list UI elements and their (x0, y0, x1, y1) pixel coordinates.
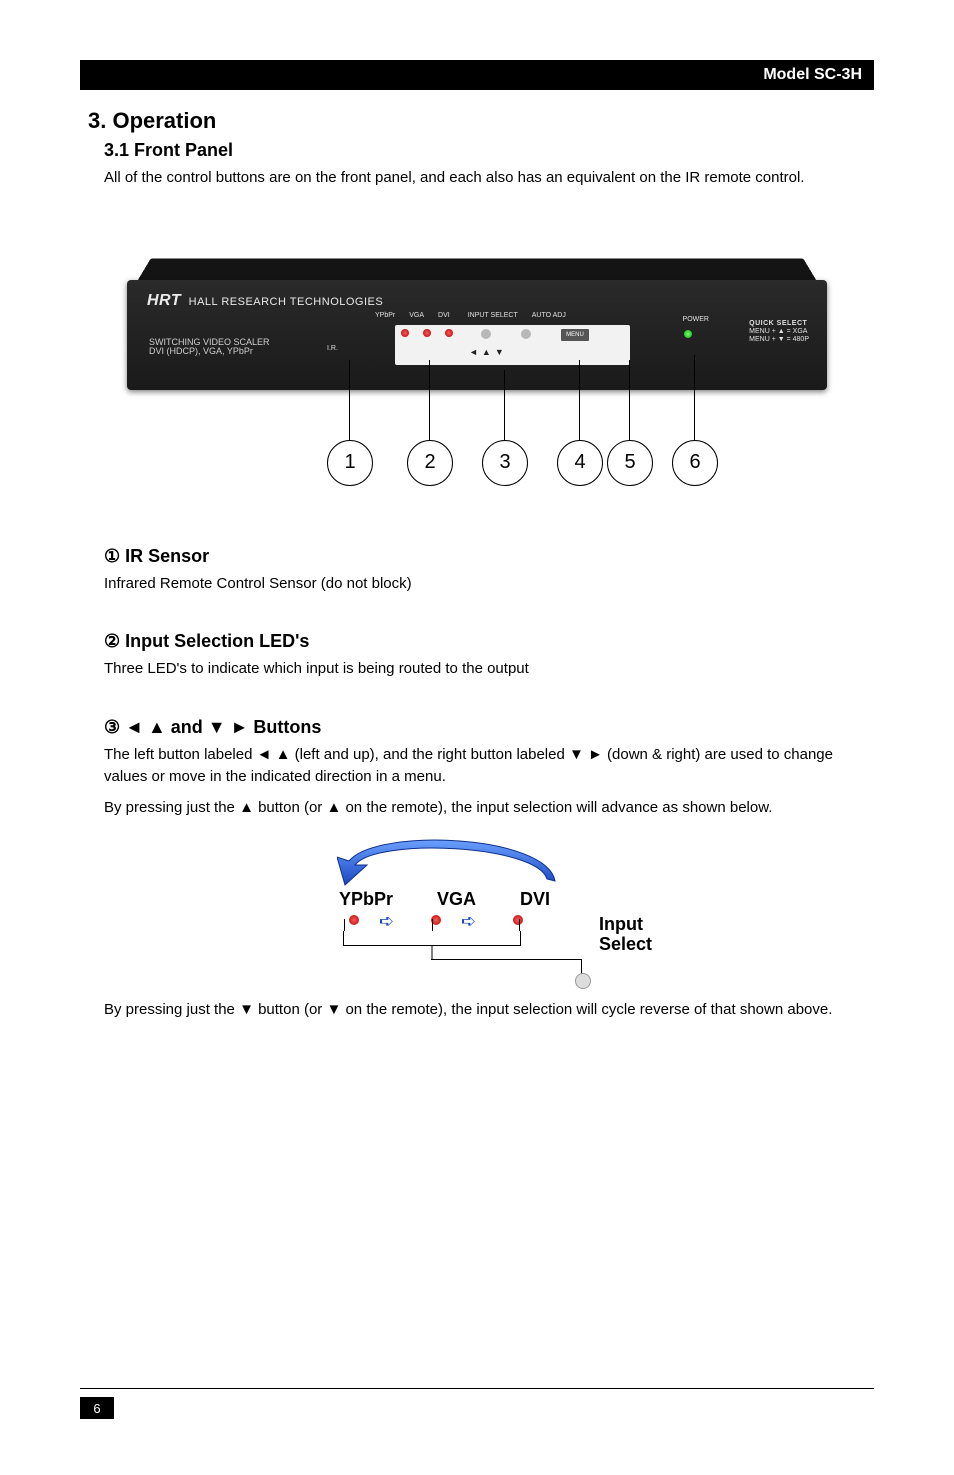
brand-logo: HRT (147, 292, 181, 309)
page-number: 6 (80, 1397, 114, 1419)
cycle-arrow-icon (337, 837, 557, 887)
header-title: Model SC-3H (763, 66, 862, 84)
subsection-front-panel: 3.1 Front Panel (104, 140, 874, 161)
header-bar: Model SC-3H (80, 60, 874, 90)
power-label: POWER (683, 316, 709, 323)
callout-4: 4 (557, 440, 603, 486)
quick-select-line1: MENU + ▲ = XGA (749, 328, 809, 336)
item-1-desc: Infrared Remote Control Sensor (do not b… (104, 573, 850, 596)
diagram-label-vga: VGA (437, 889, 476, 910)
lead-6 (694, 355, 695, 440)
left-up-button[interactable]: ◄ (469, 347, 478, 357)
device-sub2: DVI (HDCP), VGA, YPbPr (149, 347, 270, 357)
brand-text: HALL RESEARCH TECHNOLOGIES (189, 296, 384, 308)
front-panel-intro-text: All of the control buttons are on the fr… (104, 167, 850, 190)
section-title: 3. Operation (88, 108, 874, 134)
callout-3: 3 (482, 440, 528, 486)
power-led (684, 330, 692, 338)
item-3-title: ③ ◄ ▲ and ▼ ► Buttons (104, 717, 874, 738)
callout-5: 5 (607, 440, 653, 486)
menu-button-label: MENU (561, 329, 589, 341)
lbl-input-select: INPUT SELECT (468, 312, 518, 319)
item-1-title: ① IR Sensor (104, 546, 874, 567)
callout-6: 6 (672, 440, 718, 486)
led-dvi (445, 329, 453, 337)
diagram-side-label: InputSelect (599, 915, 652, 955)
item-3-desc1: The left button labeled ◄ ▲ (left and up… (104, 744, 850, 789)
device: HRT HALL RESEARCH TECHNOLOGIES SWITCHING… (127, 230, 827, 390)
diagram-labels: YPbPr VGA DVI (339, 889, 550, 910)
callout-layer: 1 2 3 4 5 6 (127, 390, 827, 510)
auto-adj-button[interactable] (521, 329, 531, 339)
input-leds (401, 329, 453, 337)
input-select-diagram: YPbPr VGA DVI ➪ ➪ InputSelect (307, 831, 647, 991)
lbl-auto-adj: AUTO ADJ (532, 312, 566, 319)
up-button[interactable]: ▲ (482, 347, 491, 357)
diagram-bracket (343, 931, 521, 946)
item-1-body: Infrared Remote Control Sensor (do not b… (104, 573, 850, 596)
quick-select-title: QUICK SELECT (749, 320, 809, 328)
item-2-body: Three LED's to indicate which input is b… (104, 658, 850, 681)
item-3-body: The left button labeled ◄ ▲ (left and up… (104, 744, 850, 820)
device-subbrand: SWITCHING VIDEO SCALER DVI (HDCP), VGA, … (149, 338, 270, 358)
lead-1 (349, 360, 350, 440)
diagram-led-1 (349, 915, 359, 925)
item-2-desc: Three LED's to indicate which input is b… (104, 658, 850, 681)
device-brand: HRT HALL RESEARCH TECHNOLOGIES (147, 292, 383, 310)
diagram-led-3 (513, 915, 523, 925)
diagram-label-dvi: DVI (520, 889, 550, 910)
item-3-desc3: By pressing just the ▼ button (or ▼ on t… (104, 999, 850, 1022)
arrow-buttons: ◄ ▲ ▼ (469, 347, 504, 357)
ir-label: I.R. (327, 345, 338, 352)
quick-select: QUICK SELECT MENU + ▲ = XGA MENU + ▼ = 4… (749, 320, 809, 345)
callout-1: 1 (327, 440, 373, 486)
device-figure: HRT HALL RESEARCH TECHNOLOGIES SWITCHING… (127, 230, 827, 510)
footer-rule (80, 1388, 874, 1389)
lead-3 (504, 370, 505, 440)
lbl-dvi: DVI (438, 312, 450, 319)
bracket-connector (431, 959, 581, 960)
menu-button[interactable]: MENU (561, 329, 589, 341)
led-vga (423, 329, 431, 337)
control-panel: MENU ◄ ▲ ▼ (395, 325, 630, 365)
item-3-desc2: By pressing just the ▲ button (or ▲ on t… (104, 797, 850, 820)
lead-4 (579, 360, 580, 440)
lead-5 (629, 360, 630, 440)
arrow-right-icon-2: ➪ (461, 911, 476, 932)
lbl-vga: VGA (409, 312, 424, 319)
front-panel-intro: All of the control buttons are on the fr… (104, 167, 850, 190)
item-3-body-after: By pressing just the ▼ button (or ▼ on t… (104, 999, 850, 1022)
quick-select-line2: MENU + ▼ = 480P (749, 336, 809, 344)
callout-2: 2 (407, 440, 453, 486)
item-2-title: ② Input Selection LED's (104, 631, 874, 652)
lead-2 (429, 360, 430, 440)
led-ypbpr (401, 329, 409, 337)
select-button-dot (575, 973, 591, 989)
lbl-ypbpr: YPbPr (375, 312, 395, 319)
down-button[interactable]: ▼ (495, 347, 504, 357)
arrow-right-icon-1: ➪ (379, 911, 394, 932)
diagram-leds (349, 915, 523, 925)
input-select-button[interactable] (481, 329, 491, 339)
diagram-label-ypbpr: YPbPr (339, 889, 393, 910)
panel-labels: YPbPr VGA DVI INPUT SELECT AUTO ADJ (375, 312, 566, 319)
page: Model SC-3H 3. Operation 3.1 Front Panel… (0, 0, 954, 1475)
